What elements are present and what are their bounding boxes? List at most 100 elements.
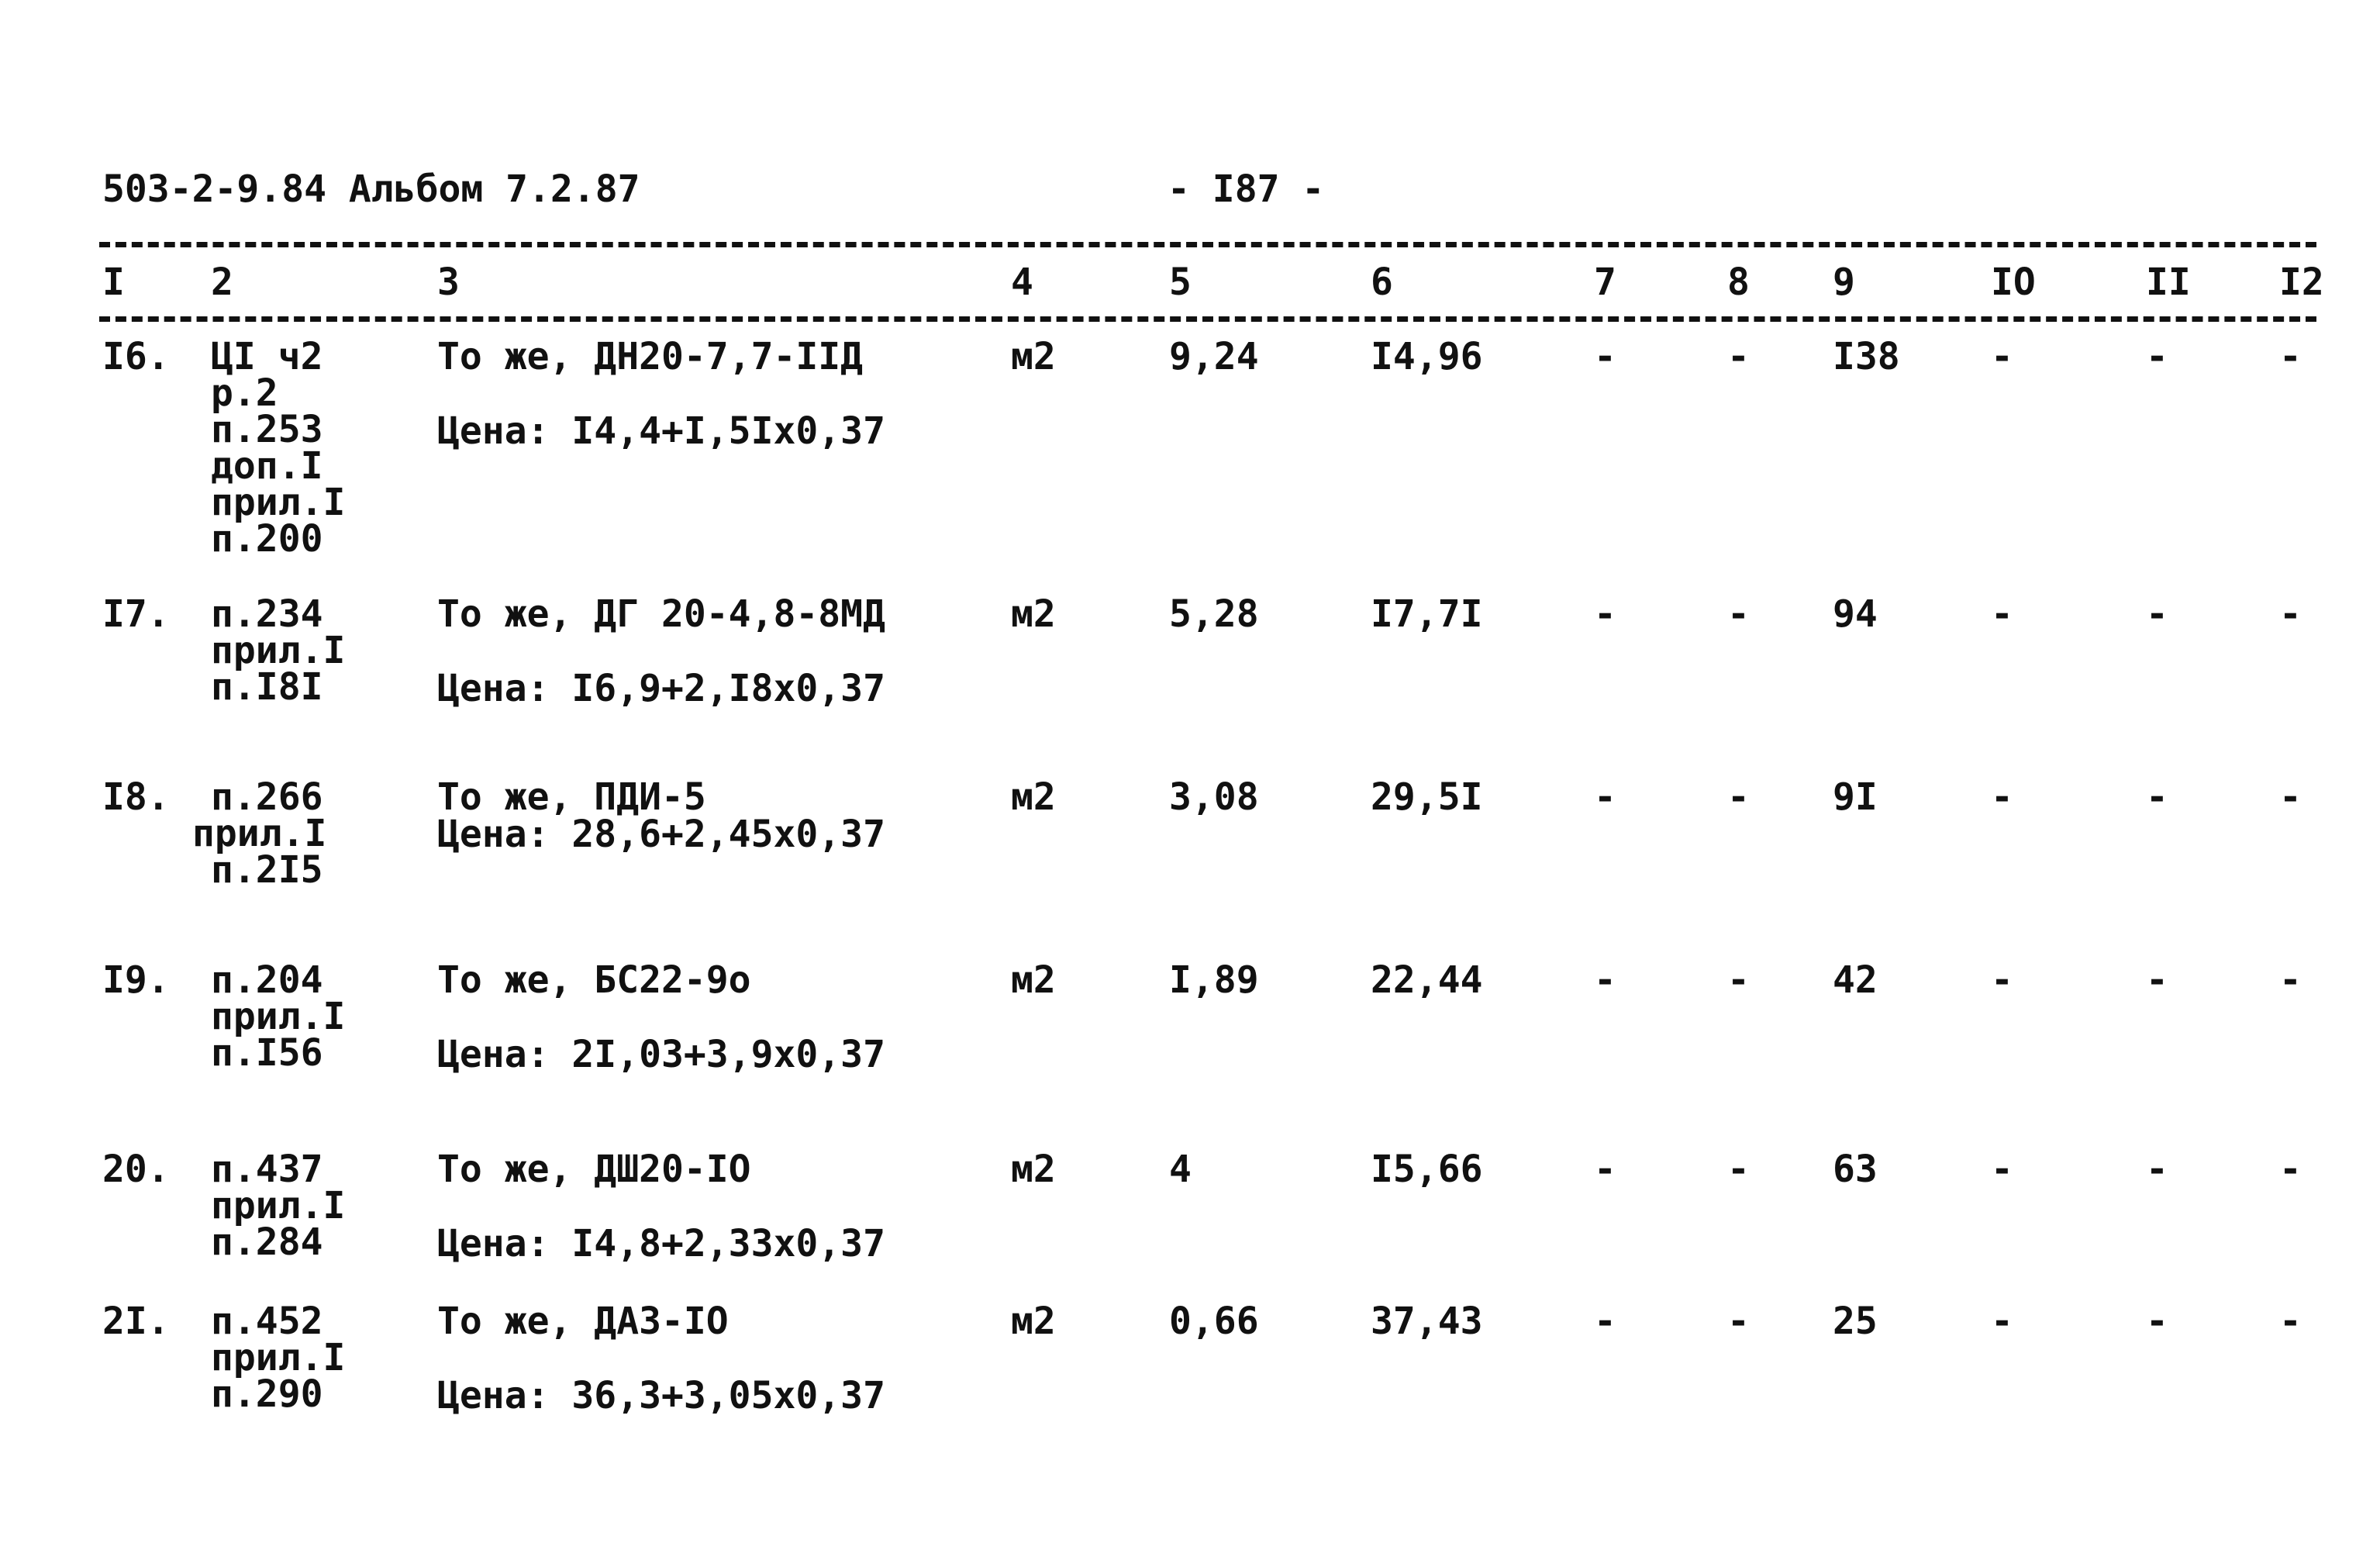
reference-line: р.2 — [211, 371, 278, 415]
column-header-10: IO — [1991, 261, 2036, 304]
cell-col-10: - — [1991, 592, 2013, 636]
cell-col-7: - — [1594, 1148, 1616, 1191]
column-header-5: 5 — [1169, 261, 1192, 304]
unit: м2 — [1011, 1300, 1056, 1343]
cell-col-11: - — [2146, 1148, 2168, 1191]
reference-line: п.I56 — [211, 1031, 323, 1075]
document-reference: 503-2-9.84 Альбом 7.2.87 — [102, 167, 640, 211]
price-formula: Цена: I4,4+I,5Ix0,37 — [437, 409, 885, 453]
reference-line: доп.I — [211, 444, 323, 488]
item-name: То же, ПДИ-5 — [437, 775, 706, 819]
cell-col-9: 42 — [1833, 958, 1878, 1002]
reference-line: п.2I5 — [211, 848, 323, 892]
cell-col-12: - — [2279, 958, 2302, 1002]
row-number: I6. — [102, 335, 170, 378]
cell-col-6: I5,66 — [1371, 1148, 1483, 1191]
cell-col-11: - — [2146, 592, 2168, 636]
reference-line: п.290 — [211, 1372, 323, 1416]
item-name: То же, ДШ20-IO — [437, 1148, 751, 1191]
cell-col-11: - — [2146, 1300, 2168, 1343]
cell-col-12: - — [2279, 775, 2302, 819]
cell-col-10: - — [1991, 775, 2013, 819]
price-formula: Цена: 2I,03+3,9x0,37 — [437, 1033, 885, 1076]
cell-col-5: 5,28 — [1169, 592, 1259, 636]
cell-col-12: - — [2279, 335, 2302, 378]
cell-col-10: - — [1991, 958, 2013, 1002]
cell-col-11: - — [2146, 335, 2168, 378]
price-formula: Цена: 28,6+2,45x0,37 — [437, 813, 885, 856]
cell-col-7: - — [1594, 1300, 1616, 1343]
item-name: То же, ДГ 20-4,8-8МД — [437, 592, 885, 636]
cell-col-5: 0,66 — [1169, 1300, 1259, 1343]
cell-col-5: 3,08 — [1169, 775, 1259, 819]
reference-line: п.284 — [211, 1220, 323, 1264]
reference-line: п.266 — [211, 775, 323, 819]
cell-col-12: - — [2279, 592, 2302, 636]
cell-col-6: I7,7I — [1371, 592, 1483, 636]
cell-col-7: - — [1594, 958, 1616, 1002]
cell-col-5: I,89 — [1169, 958, 1259, 1002]
cell-col-10: - — [1991, 335, 2013, 378]
page-number: - I87 - — [1168, 167, 1325, 211]
cell-col-7: - — [1594, 335, 1616, 378]
cell-col-9: 25 — [1833, 1300, 1878, 1343]
cell-col-8: - — [1727, 335, 1750, 378]
reference-line: п.437 — [211, 1148, 323, 1191]
cell-col-8: - — [1727, 1148, 1750, 1191]
price-formula: Цена: I4,8+2,33x0,37 — [437, 1222, 885, 1265]
row-number: I7. — [102, 592, 170, 636]
item-name: То же, ДН20-7,7-IIД — [437, 335, 864, 378]
column-header-4: 4 — [1011, 261, 1033, 304]
reference-line: прил.I — [211, 1336, 346, 1379]
cell-col-8: - — [1727, 1300, 1750, 1343]
price-formula: Цена: 36,3+3,05x0,37 — [437, 1374, 885, 1417]
reference-line: прил.I — [192, 812, 327, 855]
reference-line: прил.I — [211, 995, 346, 1038]
price-formula: Цена: I6,9+2,I8x0,37 — [437, 667, 885, 710]
cell-col-7: - — [1594, 592, 1616, 636]
cell-col-6: 22,44 — [1371, 958, 1483, 1002]
column-header-12: I2 — [2279, 261, 2324, 304]
column-header-3: 3 — [437, 261, 460, 304]
cell-col-6: 29,5I — [1371, 775, 1483, 819]
unit: м2 — [1011, 592, 1056, 636]
cell-col-5: 4 — [1169, 1148, 1192, 1191]
item-name: То же, ДАЗ-IO — [437, 1300, 729, 1343]
cell-col-7: - — [1594, 775, 1616, 819]
cell-col-12: - — [2279, 1148, 2302, 1191]
cell-col-9: 94 — [1833, 592, 1878, 636]
cell-col-6: I4,96 — [1371, 335, 1483, 378]
cell-col-10: - — [1991, 1300, 2013, 1343]
cell-col-9: 63 — [1833, 1148, 1878, 1191]
reference-line: прил.I — [211, 629, 346, 672]
cell-col-8: - — [1727, 958, 1750, 1002]
header-bottom-divider — [99, 316, 2316, 322]
row-number: I8. — [102, 775, 170, 819]
cell-col-5: 9,24 — [1169, 335, 1259, 378]
column-header-8: 8 — [1727, 261, 1750, 304]
cell-col-10: - — [1991, 1148, 2013, 1191]
reference-line: п.234 — [211, 592, 323, 636]
cell-col-8: - — [1727, 775, 1750, 819]
reference-line: ЦI ч2 — [211, 335, 323, 378]
reference-line: прил.I — [211, 1184, 346, 1227]
cell-col-12: - — [2279, 1300, 2302, 1343]
column-header-6: 6 — [1371, 261, 1393, 304]
unit: м2 — [1011, 958, 1056, 1002]
item-name: То же, БС22-9о — [437, 958, 751, 1002]
unit: м2 — [1011, 1148, 1056, 1191]
column-header-9: 9 — [1833, 261, 1855, 304]
cell-col-6: 37,43 — [1371, 1300, 1483, 1343]
cell-col-9: 9I — [1833, 775, 1878, 819]
cell-col-11: - — [2146, 958, 2168, 1002]
row-number: 2I. — [102, 1300, 170, 1343]
unit: м2 — [1011, 775, 1056, 819]
reference-line: прил.I — [211, 481, 346, 524]
reference-line: п.452 — [211, 1300, 323, 1343]
cell-col-11: - — [2146, 775, 2168, 819]
row-number: I9. — [102, 958, 170, 1002]
cell-col-8: - — [1727, 592, 1750, 636]
unit: м2 — [1011, 335, 1056, 378]
reference-line: п.200 — [211, 517, 323, 561]
column-header-1: I — [102, 261, 125, 304]
